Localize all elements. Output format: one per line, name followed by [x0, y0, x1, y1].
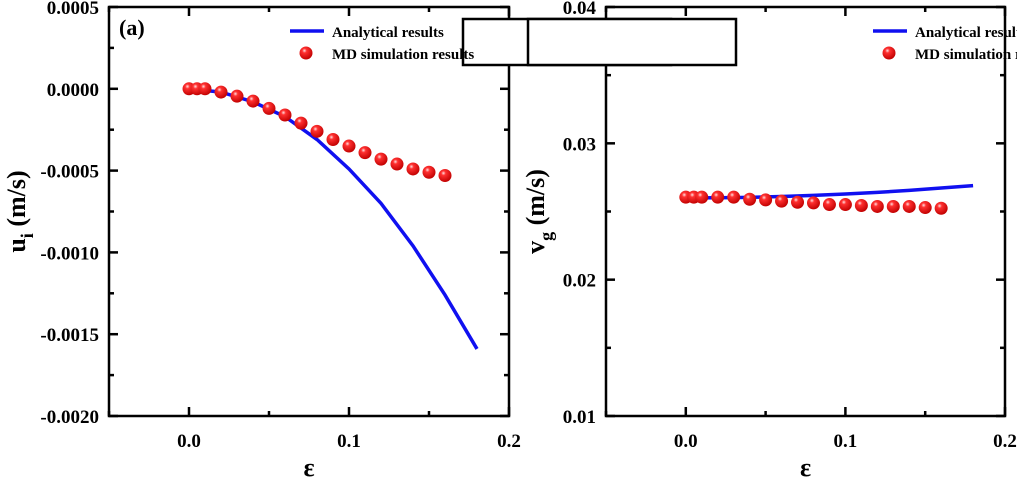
md-point [406, 162, 420, 176]
y-axis-label: vg (m/s) [521, 169, 556, 254]
md-point [711, 190, 725, 204]
analytical-line [188, 87, 479, 350]
y-axis-subscript: i [17, 233, 37, 238]
md-point [310, 124, 324, 138]
x-tick-label: 0.1 [834, 431, 858, 452]
md-point [438, 169, 452, 183]
md-point [198, 82, 212, 96]
legend: Analytical results MD simulation results [526, 17, 1017, 67]
md-point [358, 146, 372, 160]
legend-label: Analytical results [332, 25, 444, 41]
x-tick-label: 0.1 [337, 431, 361, 452]
md-point [854, 199, 868, 213]
y-tick-label: 0.01 [563, 407, 596, 428]
y-axis-unit: (m/s) [521, 169, 550, 232]
md-point [294, 116, 308, 130]
md-point [695, 190, 709, 204]
y-tick-label: 0.0000 [47, 80, 99, 101]
legend-marker-swatch [882, 46, 896, 60]
y-tick-label: -0.0020 [40, 407, 99, 428]
md-point [838, 198, 852, 212]
md-point [326, 133, 340, 147]
x-axis-label: ε [800, 453, 811, 482]
md-point [246, 94, 260, 108]
y-tick-label: 0.04 [563, 0, 597, 19]
legend-marker-swatch [299, 46, 313, 60]
md-point [806, 196, 820, 210]
md-point [374, 152, 388, 166]
y-tick-label: -0.0005 [40, 162, 99, 183]
y-axis-symbol: u [2, 238, 31, 252]
legend-label: Analytical results [915, 25, 1017, 41]
md-point [791, 195, 805, 209]
y-tick-label: 0.03 [563, 134, 596, 155]
plot-frame [107, 5, 511, 418]
y-axis-unit: (m/s) [2, 170, 31, 233]
md-point [918, 201, 932, 215]
x-tick-label: 0.2 [497, 431, 521, 452]
md-point [775, 194, 789, 208]
md-point [870, 199, 884, 213]
y-axis-symbol: v [521, 241, 550, 254]
legend-label: MD simulation results [332, 47, 474, 63]
x-tick-label: 0.2 [993, 431, 1017, 452]
md-point [822, 198, 836, 212]
md-point [390, 157, 404, 171]
md-point [278, 108, 292, 122]
x-tick-label: 0.0 [674, 431, 698, 452]
md-point [342, 139, 356, 153]
x-tick-label: 0.0 [177, 431, 201, 452]
md-point [262, 101, 276, 115]
x-axis-label: ε [303, 453, 314, 482]
md-point [934, 201, 948, 215]
md-point [727, 190, 741, 204]
md-point [422, 165, 436, 179]
md-point [743, 192, 757, 206]
y-axis-label: ui (m/s) [2, 170, 37, 252]
y-tick-label: 0.0005 [47, 0, 99, 19]
md-point [759, 193, 773, 207]
md-point [214, 85, 228, 99]
y-tick-label: -0.0010 [40, 243, 99, 264]
y-tick-label: -0.0015 [40, 325, 99, 346]
y-tick-label: 0.02 [563, 271, 596, 292]
legend-label: MD simulation results [915, 47, 1017, 63]
y-axis-subscript: g [536, 232, 556, 241]
panel-label: (a) [119, 15, 145, 40]
md-point [886, 199, 900, 213]
md-point [902, 199, 916, 213]
md-point [230, 89, 244, 103]
legend-box [526, 17, 738, 67]
